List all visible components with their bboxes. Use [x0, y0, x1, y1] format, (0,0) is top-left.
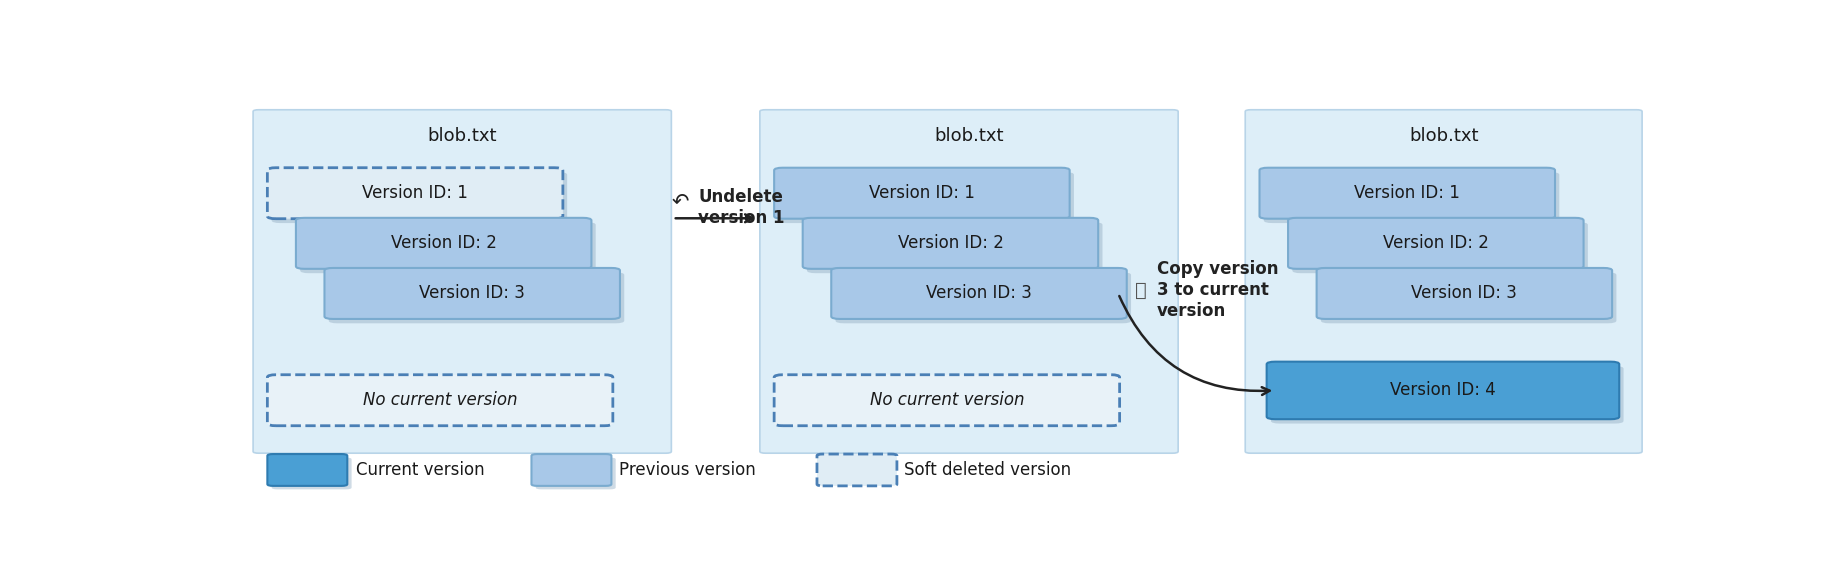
Text: Version ID: 4: Version ID: 4: [1391, 381, 1496, 400]
FancyBboxPatch shape: [267, 375, 613, 426]
Text: No current version: No current version: [363, 391, 518, 409]
Text: Copy version
3 to current
version: Copy version 3 to current version: [1157, 260, 1278, 320]
Text: Version ID: 1: Version ID: 1: [1354, 184, 1461, 202]
FancyBboxPatch shape: [328, 272, 624, 323]
FancyBboxPatch shape: [779, 172, 1074, 223]
Text: Soft deleted version: Soft deleted version: [904, 461, 1072, 479]
FancyBboxPatch shape: [297, 218, 591, 269]
FancyBboxPatch shape: [831, 268, 1127, 319]
FancyBboxPatch shape: [532, 454, 612, 486]
Text: Version ID: 1: Version ID: 1: [363, 184, 468, 202]
FancyBboxPatch shape: [818, 454, 897, 486]
Text: blob.txt: blob.txt: [1409, 127, 1479, 145]
Text: Version ID: 3: Version ID: 3: [1411, 285, 1518, 302]
Text: blob.txt: blob.txt: [427, 127, 497, 145]
FancyBboxPatch shape: [267, 454, 348, 486]
Text: Version ID: 2: Version ID: 2: [1383, 234, 1488, 252]
Text: Version ID: 2: Version ID: 2: [391, 234, 497, 252]
FancyBboxPatch shape: [1288, 218, 1584, 269]
FancyBboxPatch shape: [761, 110, 1179, 453]
FancyBboxPatch shape: [836, 272, 1131, 323]
Text: Current version: Current version: [356, 461, 484, 479]
FancyBboxPatch shape: [803, 218, 1098, 269]
Text: Version ID: 2: Version ID: 2: [897, 234, 1004, 252]
Text: blob.txt: blob.txt: [934, 127, 1004, 145]
FancyBboxPatch shape: [271, 457, 352, 490]
FancyBboxPatch shape: [1264, 172, 1560, 223]
FancyBboxPatch shape: [267, 168, 564, 218]
FancyBboxPatch shape: [324, 268, 621, 319]
Text: ⎘: ⎘: [1135, 281, 1148, 299]
FancyBboxPatch shape: [1245, 110, 1641, 453]
FancyBboxPatch shape: [1260, 168, 1555, 218]
FancyBboxPatch shape: [300, 222, 595, 273]
FancyBboxPatch shape: [252, 110, 670, 453]
FancyBboxPatch shape: [1321, 272, 1617, 323]
FancyBboxPatch shape: [1293, 222, 1588, 273]
FancyBboxPatch shape: [774, 375, 1120, 426]
FancyBboxPatch shape: [1271, 366, 1623, 423]
Text: Undelete
version 1: Undelete version 1: [698, 188, 785, 227]
Text: Version ID: 3: Version ID: 3: [420, 285, 525, 302]
FancyBboxPatch shape: [1267, 362, 1619, 419]
Text: No current version: No current version: [869, 391, 1024, 409]
FancyBboxPatch shape: [807, 222, 1103, 273]
FancyBboxPatch shape: [1317, 268, 1612, 319]
FancyBboxPatch shape: [536, 457, 615, 490]
Text: Version ID: 1: Version ID: 1: [869, 184, 974, 202]
FancyBboxPatch shape: [271, 172, 567, 223]
Text: Previous version: Previous version: [619, 461, 755, 479]
Text: ↶: ↶: [670, 191, 689, 211]
FancyBboxPatch shape: [774, 168, 1070, 218]
Text: Version ID: 3: Version ID: 3: [927, 285, 1032, 302]
